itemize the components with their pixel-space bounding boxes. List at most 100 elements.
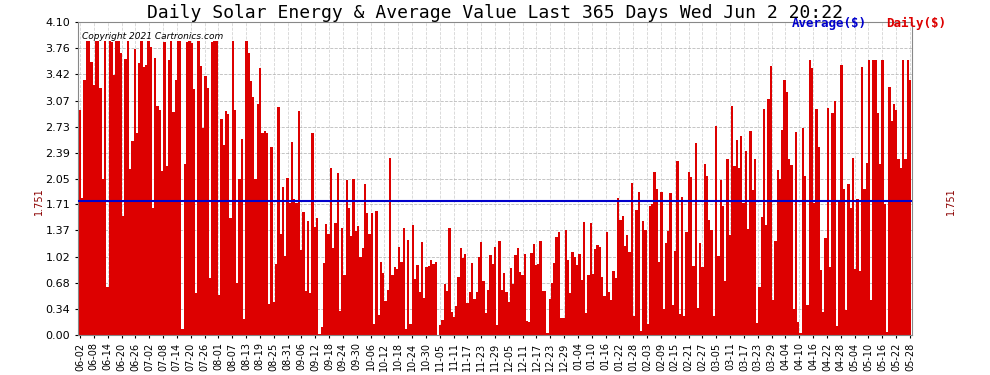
Bar xyxy=(841,64,842,335)
Bar xyxy=(459,248,462,335)
Bar xyxy=(847,184,849,335)
Bar xyxy=(148,41,149,335)
Bar xyxy=(139,63,141,335)
Bar xyxy=(555,237,557,335)
Bar xyxy=(83,80,86,335)
Bar xyxy=(767,99,770,335)
Bar xyxy=(845,310,847,335)
Bar xyxy=(293,198,295,335)
Bar xyxy=(758,287,760,335)
Bar xyxy=(893,104,895,335)
Bar xyxy=(727,159,729,335)
Bar xyxy=(444,284,446,335)
Bar xyxy=(540,241,542,335)
Bar xyxy=(113,75,116,335)
Bar xyxy=(494,247,496,335)
Bar xyxy=(344,275,346,335)
Bar xyxy=(216,41,218,335)
Bar xyxy=(585,314,587,335)
Bar xyxy=(200,66,202,335)
Bar xyxy=(312,133,314,335)
Bar xyxy=(519,272,521,335)
Bar xyxy=(763,109,765,335)
Bar xyxy=(270,147,272,335)
Bar xyxy=(711,230,713,335)
Bar xyxy=(462,258,464,335)
Bar xyxy=(346,180,347,335)
Bar xyxy=(674,251,676,335)
Text: Copyright 2021 Cartronics.com: Copyright 2021 Cartronics.com xyxy=(82,32,223,41)
Bar xyxy=(790,165,793,335)
Bar xyxy=(88,41,90,335)
Bar xyxy=(643,221,644,335)
Bar xyxy=(567,260,569,335)
Bar xyxy=(485,313,487,335)
Bar xyxy=(193,89,195,335)
Bar xyxy=(102,179,104,335)
Bar xyxy=(631,183,633,335)
Bar xyxy=(610,300,613,335)
Bar xyxy=(596,245,599,335)
Bar xyxy=(524,254,526,335)
Bar xyxy=(891,121,893,335)
Bar xyxy=(825,238,827,335)
Bar xyxy=(86,41,88,335)
Bar xyxy=(202,128,204,335)
Bar xyxy=(252,98,254,335)
Bar xyxy=(165,166,168,335)
Bar xyxy=(688,172,690,335)
Bar xyxy=(163,42,165,335)
Bar xyxy=(109,41,111,335)
Bar xyxy=(900,168,902,335)
Bar xyxy=(248,53,249,335)
Bar xyxy=(531,253,533,335)
Bar xyxy=(350,236,352,335)
Bar xyxy=(722,207,724,335)
Bar xyxy=(786,92,788,335)
Bar xyxy=(608,292,610,335)
Bar xyxy=(450,312,452,335)
Bar xyxy=(804,176,806,335)
Bar xyxy=(197,41,200,335)
Bar xyxy=(858,270,861,335)
Bar xyxy=(492,264,494,335)
Bar xyxy=(816,109,818,335)
Bar xyxy=(590,224,592,335)
Bar xyxy=(239,179,241,335)
Bar xyxy=(435,262,437,335)
Bar xyxy=(471,263,473,335)
Bar xyxy=(382,273,384,335)
Bar xyxy=(106,287,109,335)
Bar xyxy=(751,190,753,335)
Bar xyxy=(325,224,328,335)
Bar xyxy=(473,299,475,335)
Bar xyxy=(93,85,95,335)
Bar xyxy=(442,320,444,335)
Bar xyxy=(342,228,344,335)
Bar xyxy=(259,68,261,335)
Bar xyxy=(573,257,576,335)
Bar xyxy=(154,58,156,335)
Bar xyxy=(421,242,423,335)
Bar xyxy=(620,220,622,335)
Bar xyxy=(127,41,129,335)
Bar xyxy=(756,322,758,335)
Bar xyxy=(440,325,442,335)
Bar xyxy=(633,316,636,335)
Bar xyxy=(776,171,779,335)
Bar xyxy=(328,234,330,335)
Bar xyxy=(300,251,302,335)
Bar xyxy=(772,300,774,335)
Bar xyxy=(149,47,151,335)
Bar xyxy=(836,326,839,335)
Bar xyxy=(744,151,746,335)
Bar xyxy=(546,333,548,335)
Bar xyxy=(542,291,545,335)
Bar xyxy=(339,311,342,335)
Bar xyxy=(615,278,617,335)
Bar xyxy=(526,321,528,335)
Bar xyxy=(234,110,237,335)
Bar xyxy=(861,68,863,335)
Bar xyxy=(809,60,811,335)
Bar xyxy=(186,42,188,335)
